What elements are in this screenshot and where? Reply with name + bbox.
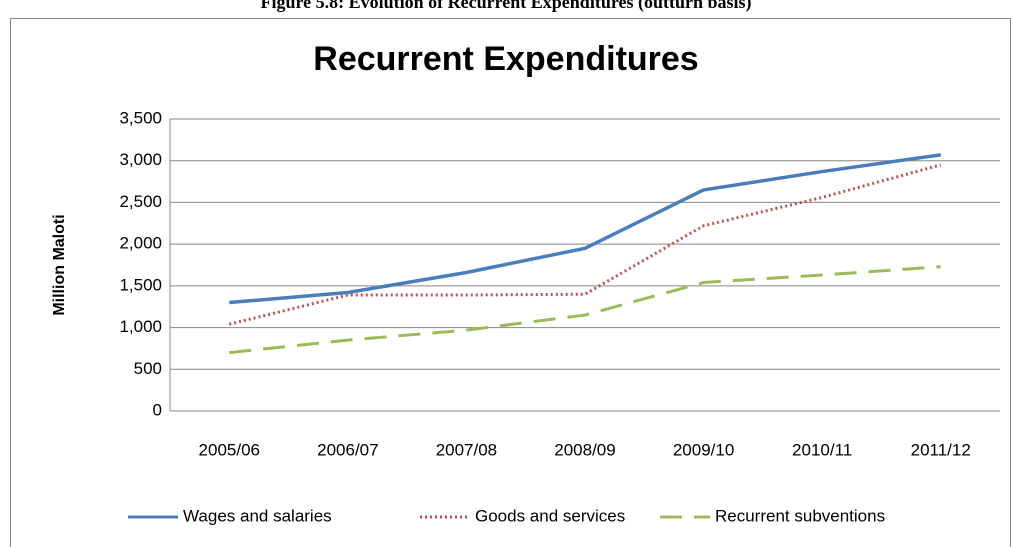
legend-label: Wages and salaries [183,506,332,525]
chart-border [10,18,1011,547]
figure-caption: Figure 5.8: Evolution of Recurrent Expen… [260,0,751,13]
y-tick-label: 1,000 [119,317,162,336]
y-tick-label: 500 [134,359,162,378]
x-tick-label: 2005/06 [199,440,260,459]
x-tick-label: 2007/08 [436,440,497,459]
y-tick-label: 3,500 [119,108,162,127]
y-axis-label: Million Maloti [51,214,68,315]
x-tick-label: 2006/07 [317,440,378,459]
x-tick-label: 2008/09 [554,440,615,459]
y-tick-label: 1,500 [119,275,162,294]
legend-label: Recurrent subventions [715,506,885,525]
chart-title: Recurrent Expenditures [313,40,698,78]
legend-label: Goods and services [475,506,625,525]
y-tick-label: 3,000 [119,150,162,169]
series-line [229,153,941,305]
y-tick-label: 0 [153,400,162,419]
y-tick-label: 2,000 [119,234,162,253]
series-line [229,265,941,355]
x-tick-label: 2009/10 [673,440,734,459]
x-tick-label: 2010/11 [792,440,852,459]
x-tick-label: 2011/12 [911,440,971,459]
y-tick-label: 2,500 [119,192,162,211]
